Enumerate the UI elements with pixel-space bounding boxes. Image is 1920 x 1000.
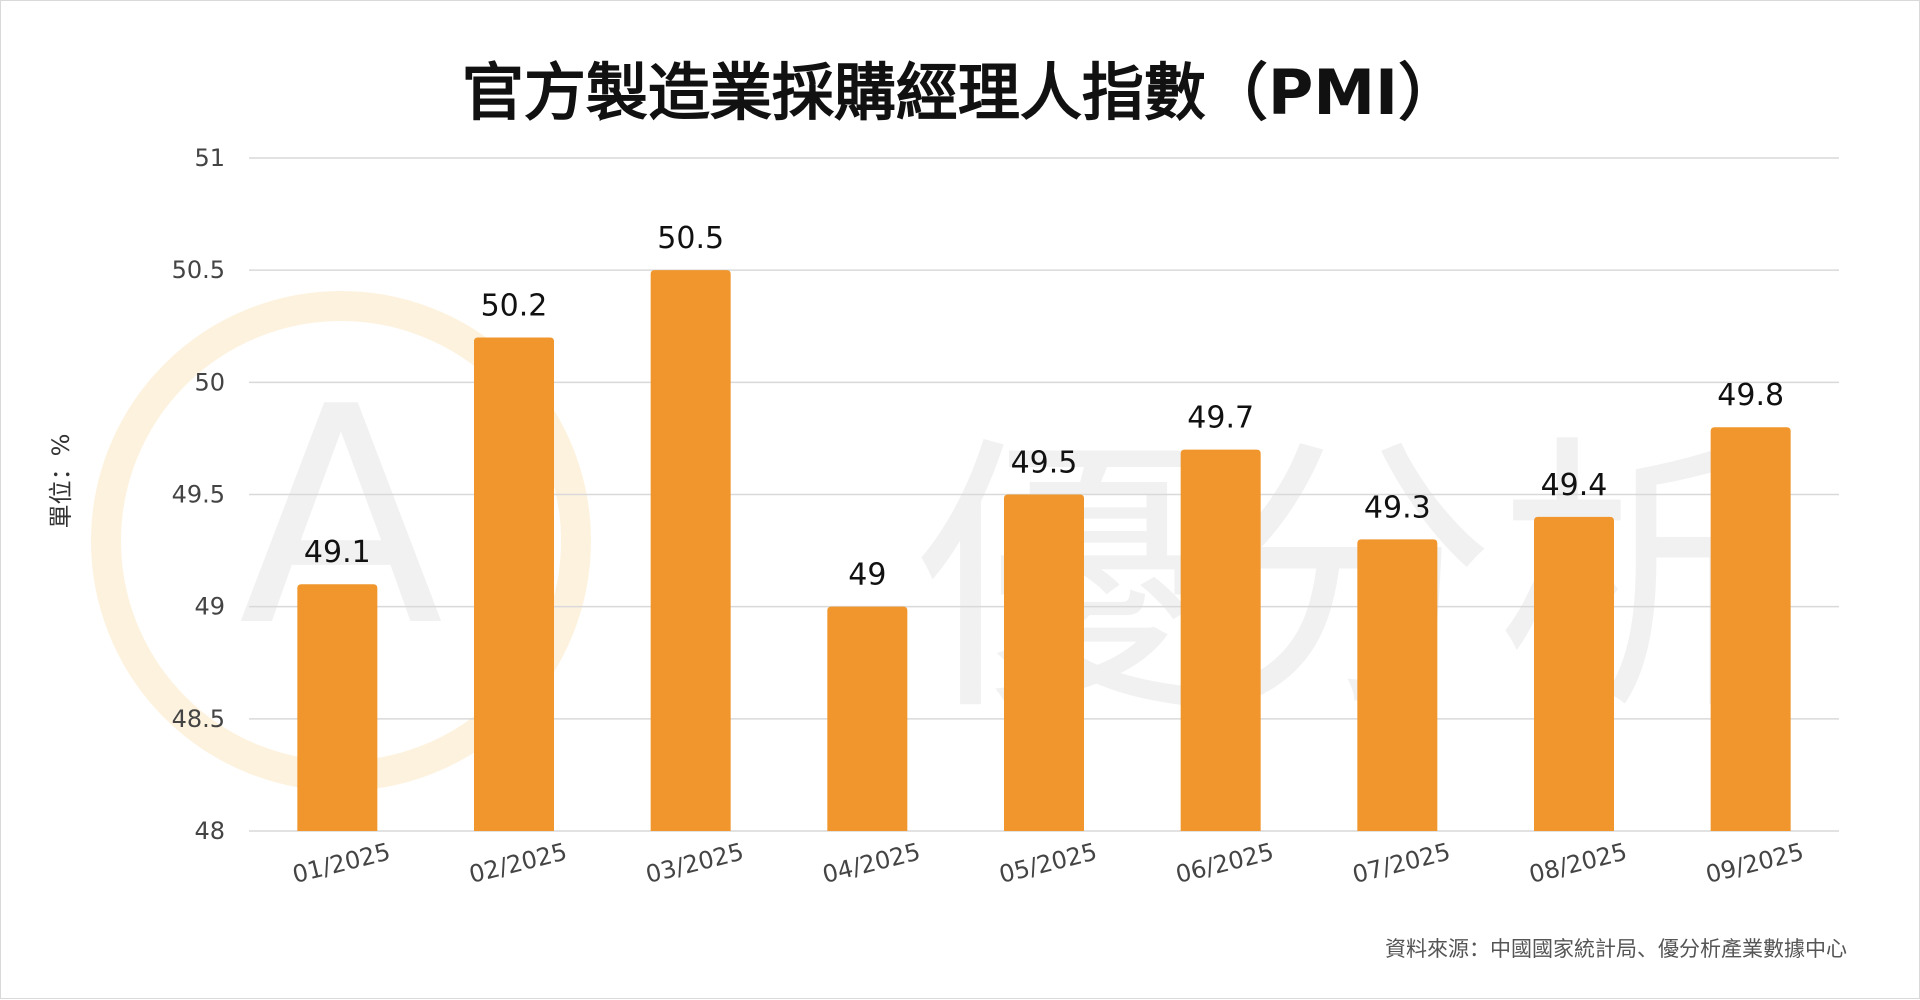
y-tick-label: 50.5: [172, 256, 225, 284]
bar-08/2025: [1534, 516, 1614, 831]
y-axis-label: 單位：%: [47, 434, 75, 529]
x-axis-ticks: 01/2025 02/2025 03/2025 04/2025 05/2025 06/20…: [290, 838, 1807, 889]
bar-05/2025: [1004, 494, 1084, 831]
bar-02/2025: [474, 337, 554, 831]
data-label: 49.1: [304, 535, 371, 570]
x-tick-label: 02/2025: [466, 838, 570, 889]
data-label: 49.8: [1717, 378, 1784, 413]
x-tick-label: 09/2025: [1703, 838, 1807, 889]
y-tick-label: 49.5: [172, 481, 225, 509]
source-note: 資料來源：中國國家統計局、優分析產業數據中心: [1385, 937, 1847, 961]
y-tick-label: 49: [194, 593, 225, 621]
data-label: 50.2: [481, 288, 548, 323]
y-tick-label: 48: [194, 817, 225, 845]
x-tick-label: 07/2025: [1350, 838, 1454, 889]
data-label: 49.4: [1541, 468, 1608, 503]
data-label: 50.5: [657, 221, 724, 256]
bar-06/2025: [1180, 449, 1261, 831]
x-tick-label: 08/2025: [1526, 838, 1630, 889]
x-tick-label: 06/2025: [1173, 838, 1277, 889]
x-tick-label: 05/2025: [996, 838, 1100, 889]
x-tick-label: 04/2025: [820, 838, 924, 889]
bar-04/2025: [827, 606, 908, 831]
data-label: 49.7: [1187, 401, 1254, 436]
bar-09/2025: [1710, 427, 1791, 831]
bar-01/2025: [297, 584, 378, 831]
chart-title: 官方製造業採購經理人指數（PMI）: [462, 56, 1460, 129]
data-label: 49.5: [1011, 446, 1078, 481]
bar-07/2025: [1357, 539, 1438, 831]
x-tick-label: 03/2025: [643, 838, 747, 889]
data-label: 49.3: [1364, 490, 1431, 525]
y-tick-label: 50: [194, 368, 225, 396]
data-labels: 49.1 50.2 50.5 49 49.5 49.7 49.3 49.4 49.8: [304, 221, 1784, 593]
x-tick-label: 01/2025: [290, 838, 394, 889]
bars: [297, 270, 1791, 832]
y-tick-label: 48.5: [172, 705, 225, 733]
y-axis-ticks: 48 48.5 49 49.5 50 50.5 51: [172, 144, 225, 845]
data-label: 49: [848, 558, 886, 593]
bar-03/2025: [650, 270, 731, 832]
y-tick-label: 51: [194, 144, 225, 172]
